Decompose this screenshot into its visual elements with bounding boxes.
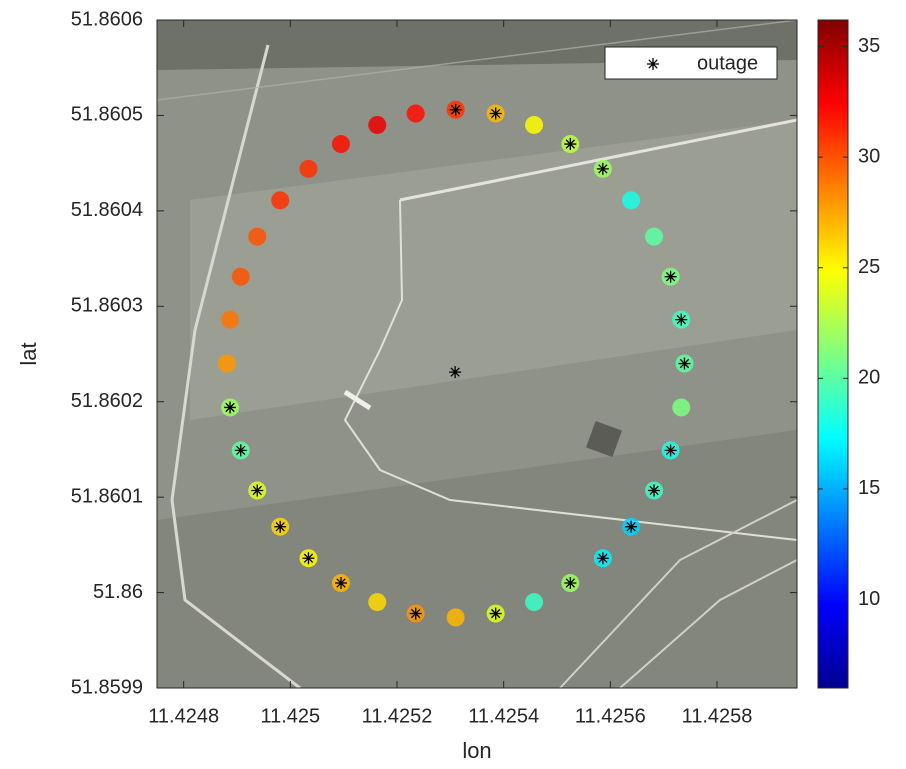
track-point [232,268,250,286]
legend-marker [647,58,659,70]
x-tick-label: 11.4256 [575,705,646,727]
track-point [525,116,543,134]
y-tick-label: 51.8599 [71,676,143,698]
y-tick-label: 51.8606 [71,8,143,30]
colorbar-tick-label: 20 [858,367,880,389]
x-tick-label: 11.425 [260,705,320,727]
track-point [622,191,640,209]
satellite-background [157,20,797,688]
y-tick-label: 51.8605 [71,104,143,126]
track-point [407,105,425,123]
y-tick-label: 51.8604 [71,199,143,221]
legend-label: outage [697,52,758,74]
track-point [299,160,317,178]
track-point [248,228,266,246]
x-axis-label: lon [462,738,491,763]
colorbar-tick-label: 35 [858,35,880,57]
x-tick-label: 11.4252 [362,705,433,727]
track-point [221,311,239,329]
track-point [332,135,350,153]
colorbar-tick-label: 15 [858,477,880,499]
y-tick-label: 51.8601 [71,485,143,507]
y-tick-label: 51.8603 [71,295,143,317]
outage-marker [251,484,263,496]
colorbar-tick-label: 25 [858,256,880,278]
legend: outage [605,47,777,79]
outage-marker [224,401,236,413]
y-tick-label: 51.86 [93,581,143,603]
track-point [645,228,663,246]
chart: lon lat outage 11.4248 11.425 11.4252 11.42… [0,0,906,769]
colorbar-tick-label: 30 [858,145,880,167]
outage-marker [335,577,347,589]
track-point [525,593,543,611]
outage-marker [648,484,660,496]
colorbar-tick-label: 10 [858,588,880,610]
track-point [447,608,465,626]
track-point [271,191,289,209]
track-point [368,593,386,611]
track-point [368,116,386,134]
x-tick-label: 11.4248 [148,705,219,727]
page: lon lat outage 11.4248 11.425 11.4252 11.42… [0,0,906,769]
y-tick-label: 51.8602 [71,390,143,412]
x-tick-label: 11.4254 [468,705,539,727]
x-tick-label: 11.4258 [682,705,753,727]
colorbar [818,20,848,688]
track-point [672,398,690,416]
track-point [218,355,236,373]
y-axis-label: lat [16,342,41,365]
